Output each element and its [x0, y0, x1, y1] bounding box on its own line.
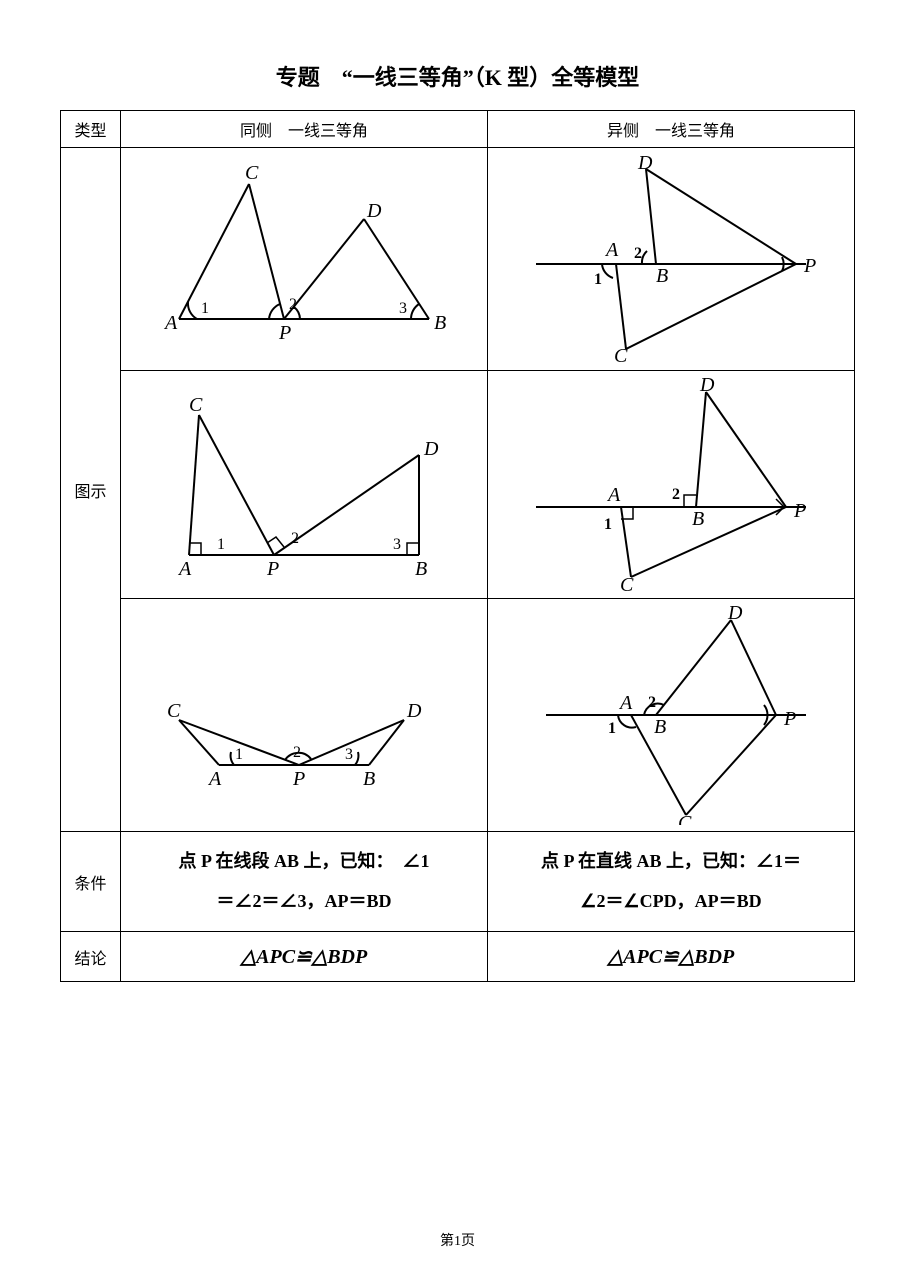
svg-text:A: A	[177, 558, 192, 580]
svg-text:C: C	[189, 394, 203, 416]
svg-text:2: 2	[634, 245, 642, 262]
svg-text:C: C	[678, 812, 692, 825]
svg-text:1: 1	[594, 271, 602, 288]
diagram-opp-2: A B C D P 1 2	[488, 371, 855, 599]
diagram-same-3: A B C D P 1 2 3	[121, 599, 488, 832]
svg-text:D: D	[727, 605, 743, 624]
svg-text:D: D	[423, 438, 439, 460]
model-table: 类型 同侧 一线三等角 异侧 一线三等角 图示	[60, 110, 855, 982]
svg-text:3: 3	[345, 746, 353, 763]
svg-text:B: B	[656, 265, 668, 287]
svg-text:P: P	[266, 558, 279, 580]
svg-text:B: B	[692, 508, 704, 530]
svg-text:2: 2	[289, 296, 297, 313]
svg-text:2: 2	[648, 694, 656, 711]
svg-text:A: A	[618, 692, 633, 714]
label-diagram: 图示	[61, 148, 121, 832]
svg-text:A: A	[606, 484, 621, 506]
svg-text:D: D	[699, 377, 715, 396]
svg-text:1: 1	[608, 720, 616, 737]
cond-opp-line2: ∠2＝∠CPD，AP＝BD	[580, 891, 761, 911]
conclusion-same: △APC≌△BDP	[121, 932, 488, 982]
svg-text:C: C	[620, 574, 634, 592]
svg-text:B: B	[415, 558, 427, 580]
label-condition: 条件	[61, 832, 121, 932]
diagram-row-3: A B C D P 1 2 3	[61, 599, 855, 832]
cond-same-line1: 点 P 在线段 AB 上，已知： ∠1	[178, 851, 429, 871]
svg-text:A: A	[207, 768, 222, 790]
svg-text:B: B	[654, 716, 666, 738]
svg-text:1: 1	[201, 300, 209, 317]
svg-text:B: B	[363, 768, 375, 790]
cond-same-line2: ＝∠2＝∠3，AP＝BD	[217, 891, 392, 911]
condition-row: 条件 点 P 在线段 AB 上，已知： ∠1 ＝∠2＝∠3，AP＝BD 点 P …	[61, 832, 855, 932]
diagram-same-2: A B C D P 1 2 3	[121, 371, 488, 599]
svg-text:C: C	[614, 345, 628, 364]
svg-text:P: P	[278, 322, 291, 344]
diagram-opp-1: A B C D P 1 2	[488, 148, 855, 371]
svg-text:3: 3	[399, 300, 407, 317]
diagram-row-1: 图示 A B	[61, 148, 855, 371]
svg-text:2: 2	[291, 530, 299, 547]
condition-opp: 点 P 在直线 AB 上，已知：∠1＝ ∠2＝∠CPD，AP＝BD	[488, 832, 855, 932]
svg-text:1: 1	[217, 536, 225, 553]
svg-text:1: 1	[604, 516, 612, 533]
page-footer: 第1页	[0, 1230, 915, 1250]
svg-text:P: P	[292, 768, 305, 790]
diagram-same-1: A B C D P 1 2 3	[121, 148, 488, 371]
svg-text:B: B	[434, 312, 446, 334]
cond-opp-line1: 点 P 在直线 AB 上，已知：∠1＝	[541, 851, 801, 871]
col-header-opp: 异侧 一线三等角	[488, 111, 855, 148]
col-header-same: 同侧 一线三等角	[121, 111, 488, 148]
svg-text:P: P	[803, 255, 816, 277]
svg-text:2: 2	[293, 744, 301, 761]
svg-text:D: D	[406, 700, 422, 722]
header-row: 类型 同侧 一线三等角 异侧 一线三等角	[61, 111, 855, 148]
svg-text:2: 2	[672, 486, 680, 503]
label-type: 类型	[61, 111, 121, 148]
conclusion-row: 结论 △APC≌△BDP △APC≌△BDP	[61, 932, 855, 982]
diagram-row-2: A B C D P 1 2 3	[61, 371, 855, 599]
svg-text:P: P	[793, 500, 806, 522]
svg-text:C: C	[245, 162, 259, 184]
svg-text:3: 3	[393, 536, 401, 553]
svg-text:D: D	[366, 200, 382, 222]
svg-text:C: C	[167, 700, 181, 722]
diagram-opp-3: A B C D P 1 2	[488, 599, 855, 832]
label-conclusion: 结论	[61, 932, 121, 982]
svg-text:A: A	[604, 239, 619, 261]
page-title: 专题 “一线三等角”（K 型）全等模型	[60, 60, 855, 92]
svg-text:A: A	[163, 312, 178, 334]
svg-text:1: 1	[235, 746, 243, 763]
svg-text:D: D	[637, 154, 653, 174]
conclusion-opp: △APC≌△BDP	[488, 932, 855, 982]
page: 专题 “一线三等角”（K 型）全等模型 类型 同侧 一线三等角 异侧 一线三等角…	[0, 0, 915, 1280]
svg-text:P: P	[783, 708, 796, 730]
condition-same: 点 P 在线段 AB 上，已知： ∠1 ＝∠2＝∠3，AP＝BD	[121, 832, 488, 932]
